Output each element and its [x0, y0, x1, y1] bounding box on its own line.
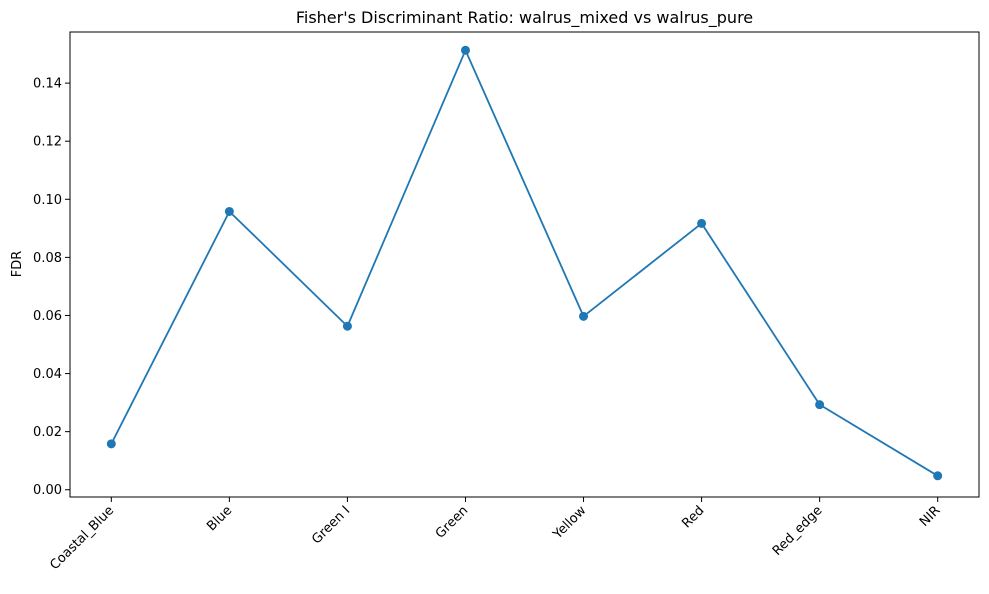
- data-point: [106, 439, 116, 449]
- x-tick-label: Coastal_Blue: [47, 503, 117, 573]
- y-tick-label: 0.04: [33, 367, 62, 382]
- axes-layer: [69, 31, 980, 498]
- y-tick-label: 0.12: [33, 135, 62, 150]
- data-point: [579, 311, 589, 321]
- data-point: [697, 218, 707, 228]
- x-tick-label: Green: [433, 503, 471, 541]
- x-tick-label: Yellow: [550, 503, 590, 543]
- x-tick-label: Red_edge: [770, 503, 826, 559]
- series-line: [110, 49, 939, 477]
- y-tick-label: 0.06: [33, 309, 62, 324]
- y-axis-label: FDR: [10, 251, 25, 278]
- x-tick-label: Green I: [309, 503, 353, 547]
- x-tick-label: NIR: [917, 503, 944, 530]
- data-point: [224, 206, 234, 216]
- x-tick-label: Blue: [204, 503, 235, 534]
- data-point: [933, 471, 943, 481]
- y-tick-label: 0.02: [33, 425, 62, 440]
- y-tick-label: 0.14: [33, 77, 62, 92]
- data-point: [342, 321, 352, 331]
- plot-frame: [69, 31, 980, 498]
- data-point: [460, 45, 470, 55]
- y-tick-label: 0.10: [33, 193, 62, 208]
- y-tick-label: 0.00: [33, 483, 62, 498]
- ticks-layer: 0.00 0.02 0.04 0.06 0.08 0.10 0.12 0.14 Coastal_…: [33, 77, 943, 573]
- x-tick-label: Red: [679, 503, 707, 531]
- series-layer: [106, 45, 943, 481]
- chart-title: Fisher's Discriminant Ratio: walrus_mixe…: [296, 8, 753, 28]
- data-point: [815, 400, 825, 410]
- y-tick-label: 0.08: [33, 251, 62, 266]
